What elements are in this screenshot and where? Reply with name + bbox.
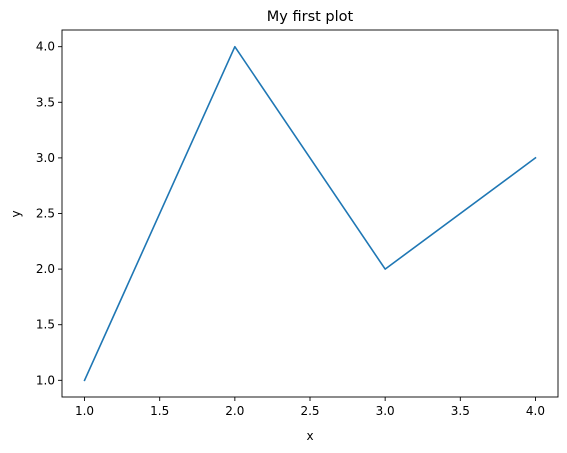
plot-area: 1.0 1.5 2.0 2.5 3.0 3.5 4.0 1.0 1.5 2.0 2.5 3.0 3.5 4… bbox=[36, 29, 559, 418]
x-tick-label: 2.5 bbox=[300, 404, 319, 418]
x-tick-label: 2.0 bbox=[225, 404, 244, 418]
series-line-0 bbox=[83, 45, 537, 382]
y-tick-label: 2.0 bbox=[36, 262, 55, 276]
y-tick-label: 4.0 bbox=[36, 40, 55, 54]
x-tick-label: 1.5 bbox=[150, 404, 169, 418]
y-tick-label: 2.5 bbox=[36, 207, 55, 221]
chart-title: My first plot bbox=[267, 9, 354, 25]
y-tick-label: 1.0 bbox=[36, 373, 55, 387]
x-tick-label: 1.0 bbox=[75, 404, 94, 418]
y-tick-label: 3.0 bbox=[36, 151, 55, 165]
x-axis-label: x bbox=[306, 429, 313, 443]
y-tick-label: 1.5 bbox=[36, 318, 55, 332]
x-tick-label: 3.0 bbox=[376, 404, 395, 418]
y-tick-label: 3.5 bbox=[36, 95, 55, 109]
y-axis-label: y bbox=[9, 210, 23, 217]
x-tick-label: 3.5 bbox=[451, 404, 470, 418]
x-tick-label: 4.0 bbox=[526, 404, 545, 418]
